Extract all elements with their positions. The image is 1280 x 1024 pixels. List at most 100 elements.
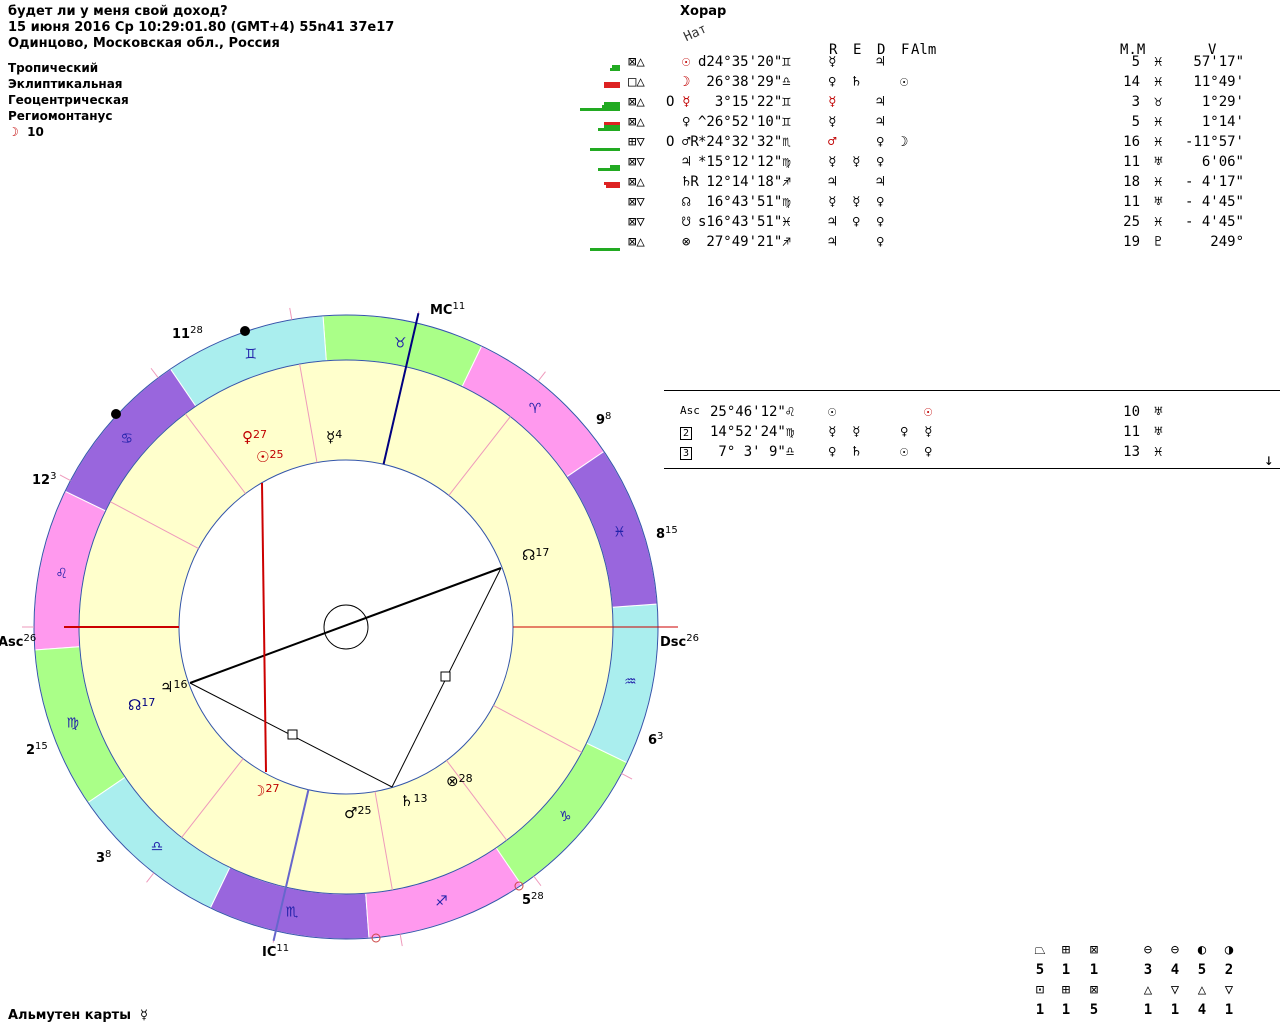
planet-position: d24°35'20"♊ [698,54,791,70]
table-row[interactable]: ⊠▽ ☊ 16°43'51"♍ ☿ ☿ ♀ 11 ♅ - 4'45" [570,194,1270,214]
sign-glyph-icon: ♓ [613,525,626,541]
stat-value: 5 [1089,1002,1099,1018]
speed-value: -11°57' [1184,134,1244,150]
house-cusp-tick [537,371,546,382]
house-label: 1128 [172,325,203,342]
face-icon: ☉ [900,74,909,90]
table-row[interactable]: ⊠△ ☉ d24°35'20"♊ ☿ ♃ 5 ♓ 57'17" [570,54,1270,74]
sign-glyph-icon: ♋ [120,431,133,447]
chart-place: Одинцово, Московская обл., Россия [8,36,280,51]
cusp-position: 7° 3' 9"♎ [710,444,795,460]
cusp-row[interactable]: 3 7° 3' 9"♎ ♀ ♄ ☉ ♀ 13 ♓ [680,444,1280,464]
moon-day: 10 [27,125,44,139]
face-icon: ☿ [924,424,933,440]
house-label: 528 [522,891,544,908]
aspect-icons: ⊠▽ [628,154,645,170]
cusp-label: 2 [680,427,693,440]
planet-position: 12°14'18"♐ [698,174,791,190]
bar-red [606,185,620,188]
planet-position: *15°12'12"♍ [698,154,791,170]
cusp-row[interactable]: 2 14°52'24"♍ ☿ ☿ ♀ ☿ 11 ♅ [680,424,1280,444]
mc-axis [382,313,420,465]
table-row[interactable]: ⊞▽ O ♂R *24°32'32"♏ ♂ ♀ ☽ 16 ♓ -11°57' [570,134,1270,154]
almuten-icon: ☿ [140,1008,149,1023]
ruler-icon: ♀ [828,444,837,460]
sign-glyph-icon: ♎ [151,839,164,855]
sign-glyph-icon: ♑ [559,809,572,825]
table-row[interactable]: ⊠△ ♄R 12°14'18"♐ ♃ ♃ 18 ♓ - 4'17" [570,174,1270,194]
table-row[interactable]: ⊠△ ♀ ^26°52'10"♊ ☿ ♃ 5 ♓ 1°14' [570,114,1270,134]
stat-value: 5 [1035,962,1045,978]
ic-axis [272,789,310,941]
house-cusp-line [374,791,393,891]
house-label: MC11 [430,301,465,318]
table-row[interactable]: ⊠△ O ☿ 3°15'22"♊ ☿ ♃ 3 ♉ 1°29' [570,94,1270,114]
speed-value: 1°29' [1201,94,1244,110]
motion-value: 19 [1123,234,1140,250]
sign-glyph-icon: ♉ [394,336,407,352]
stat-value: 1 [1061,1002,1071,1018]
cusp-row[interactable]: Asc 25°46'12"♌ ☉ ☉ 10 ♅ [680,404,1280,424]
col-f: F [901,42,910,58]
table-row[interactable]: □△ ☽ 26°38'29"♎ ♀ ♄ ☉ 14 ♓ 11°49' [570,74,1270,94]
chart-datetime: 15 июня 2016 Ср 10:29:01.80 (GMT+4) 55n4… [8,20,395,35]
planet-glyph-icon: ☿4 [326,428,342,446]
speed-value: 57'17" [1193,54,1244,70]
bar-green [590,248,620,251]
star-icon: ♓ [1154,54,1163,70]
exaltation-icon: ☿ [852,424,861,440]
house-label: Asc26 [0,633,36,650]
ring-marker [514,881,524,891]
aspect-icons: ⊠△ [628,94,645,110]
house-cusp-line [493,704,582,753]
table-row[interactable]: ⊠▽ ☋ s16°43'51"♓ ♃ ♀ ♀ 25 ♓ - 4'45" [570,214,1270,234]
speed-value: - 4'45" [1184,214,1244,230]
star-icon: ♓ [1154,74,1163,90]
triplicity-icon: ♃ [876,54,885,70]
house-label: Dsc26 [660,633,699,650]
ruler-icon: ♀ [828,74,837,90]
table-row[interactable]: ⊠△ ⊗ 27°49'21"♐ ♃ ♀ 19 ♇ 249° [570,234,1270,254]
triplicity-icon: ♃ [876,94,885,110]
house-cusp-line [184,413,246,494]
star-icon: ♅ [1154,154,1163,170]
planet-position: s16°43'51"♓ [698,214,791,230]
table-row[interactable]: ⊠▽ ♃ *15°12'12"♍ ☿ ☿ ♀ 11 ♅ 6'06" [570,154,1270,174]
motion-value: 13 [1123,444,1140,460]
chart-wheel: ♈ ♉ ♊ ♋ ♌ ♍ ♎ ♏ ♐ ♑ ♒ ♓ MC11 1128 98 123 815 Asc26 Dsc26 21… [0,301,699,960]
planet-position: *24°32'32"♏ [698,134,791,150]
planet-position: 3°15'22"♊ [698,94,791,110]
aspect-icons: □△ [628,74,645,90]
stat-value: 3 [1143,962,1153,978]
house-label: 815 [656,525,678,542]
house-cusp-tick [533,875,542,887]
col-mm: M.M [1120,42,1146,58]
planet-glyph-icon: ♃16 [160,678,187,696]
exaltation-icon: ♄ [852,74,861,90]
aspect-icons: ⊞▽ [628,134,645,150]
nat-label: Нат [681,21,710,45]
house-system: Региомонтанус [8,109,113,123]
house-cusp-line [446,760,508,841]
house-cusp-line [110,501,199,550]
motion-value: 16 [1123,134,1140,150]
bar-red [604,182,620,185]
aspect-icons: ⊠△ [628,54,645,70]
orb-marker: O [666,94,675,110]
face-icon: ☽ [900,134,909,150]
scroll-down-icon[interactable]: ↓ [1264,450,1274,469]
fixed-star-dot [111,409,121,419]
ruler-icon: ♃ [828,174,837,190]
star-icon: ♇ [1154,234,1163,250]
exaltation-icon: ♀ [852,214,861,230]
planet-icon: ☿ [682,94,691,110]
cusp-position: 14°52'24"♍ [710,424,795,440]
speed-value: 11°49' [1193,74,1244,90]
sun-moon-line [261,482,267,773]
triplicity-icon: ♀ [876,214,885,230]
stat-icon: ⊠ [1089,982,1099,998]
star-icon: ♅ [1154,424,1163,440]
house-label: 38 [96,849,111,866]
stat-value: 4 [1197,1002,1207,1018]
triplicity-icon: ♀ [876,154,885,170]
